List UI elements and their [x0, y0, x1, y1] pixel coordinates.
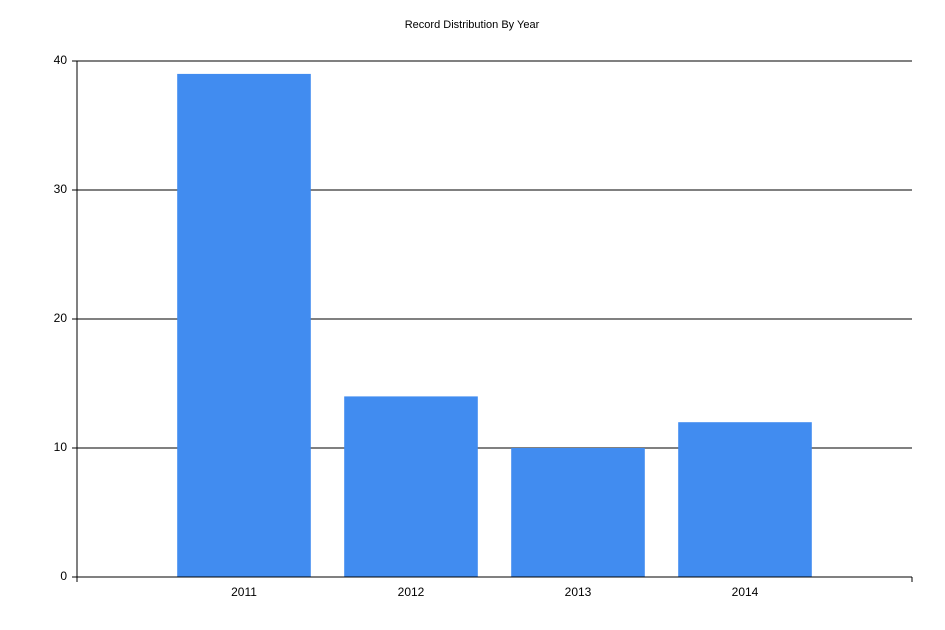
x-tick-label: 2013: [565, 585, 592, 599]
chart-title: Record Distribution By Year: [405, 19, 540, 31]
bar: [678, 422, 812, 577]
bar: [511, 448, 645, 577]
bar: [344, 396, 478, 577]
x-tick-label: 2014: [732, 585, 759, 599]
y-tick-label: 10: [54, 440, 68, 454]
y-tick-label: 40: [54, 53, 68, 67]
bar: [177, 73, 311, 578]
y-tick-label: 20: [54, 311, 68, 325]
x-tick-label: 2011: [231, 585, 257, 599]
x-tick-label: 2012: [398, 585, 425, 599]
y-tick-label: 30: [54, 182, 68, 196]
y-tick-label: 0: [60, 569, 67, 583]
